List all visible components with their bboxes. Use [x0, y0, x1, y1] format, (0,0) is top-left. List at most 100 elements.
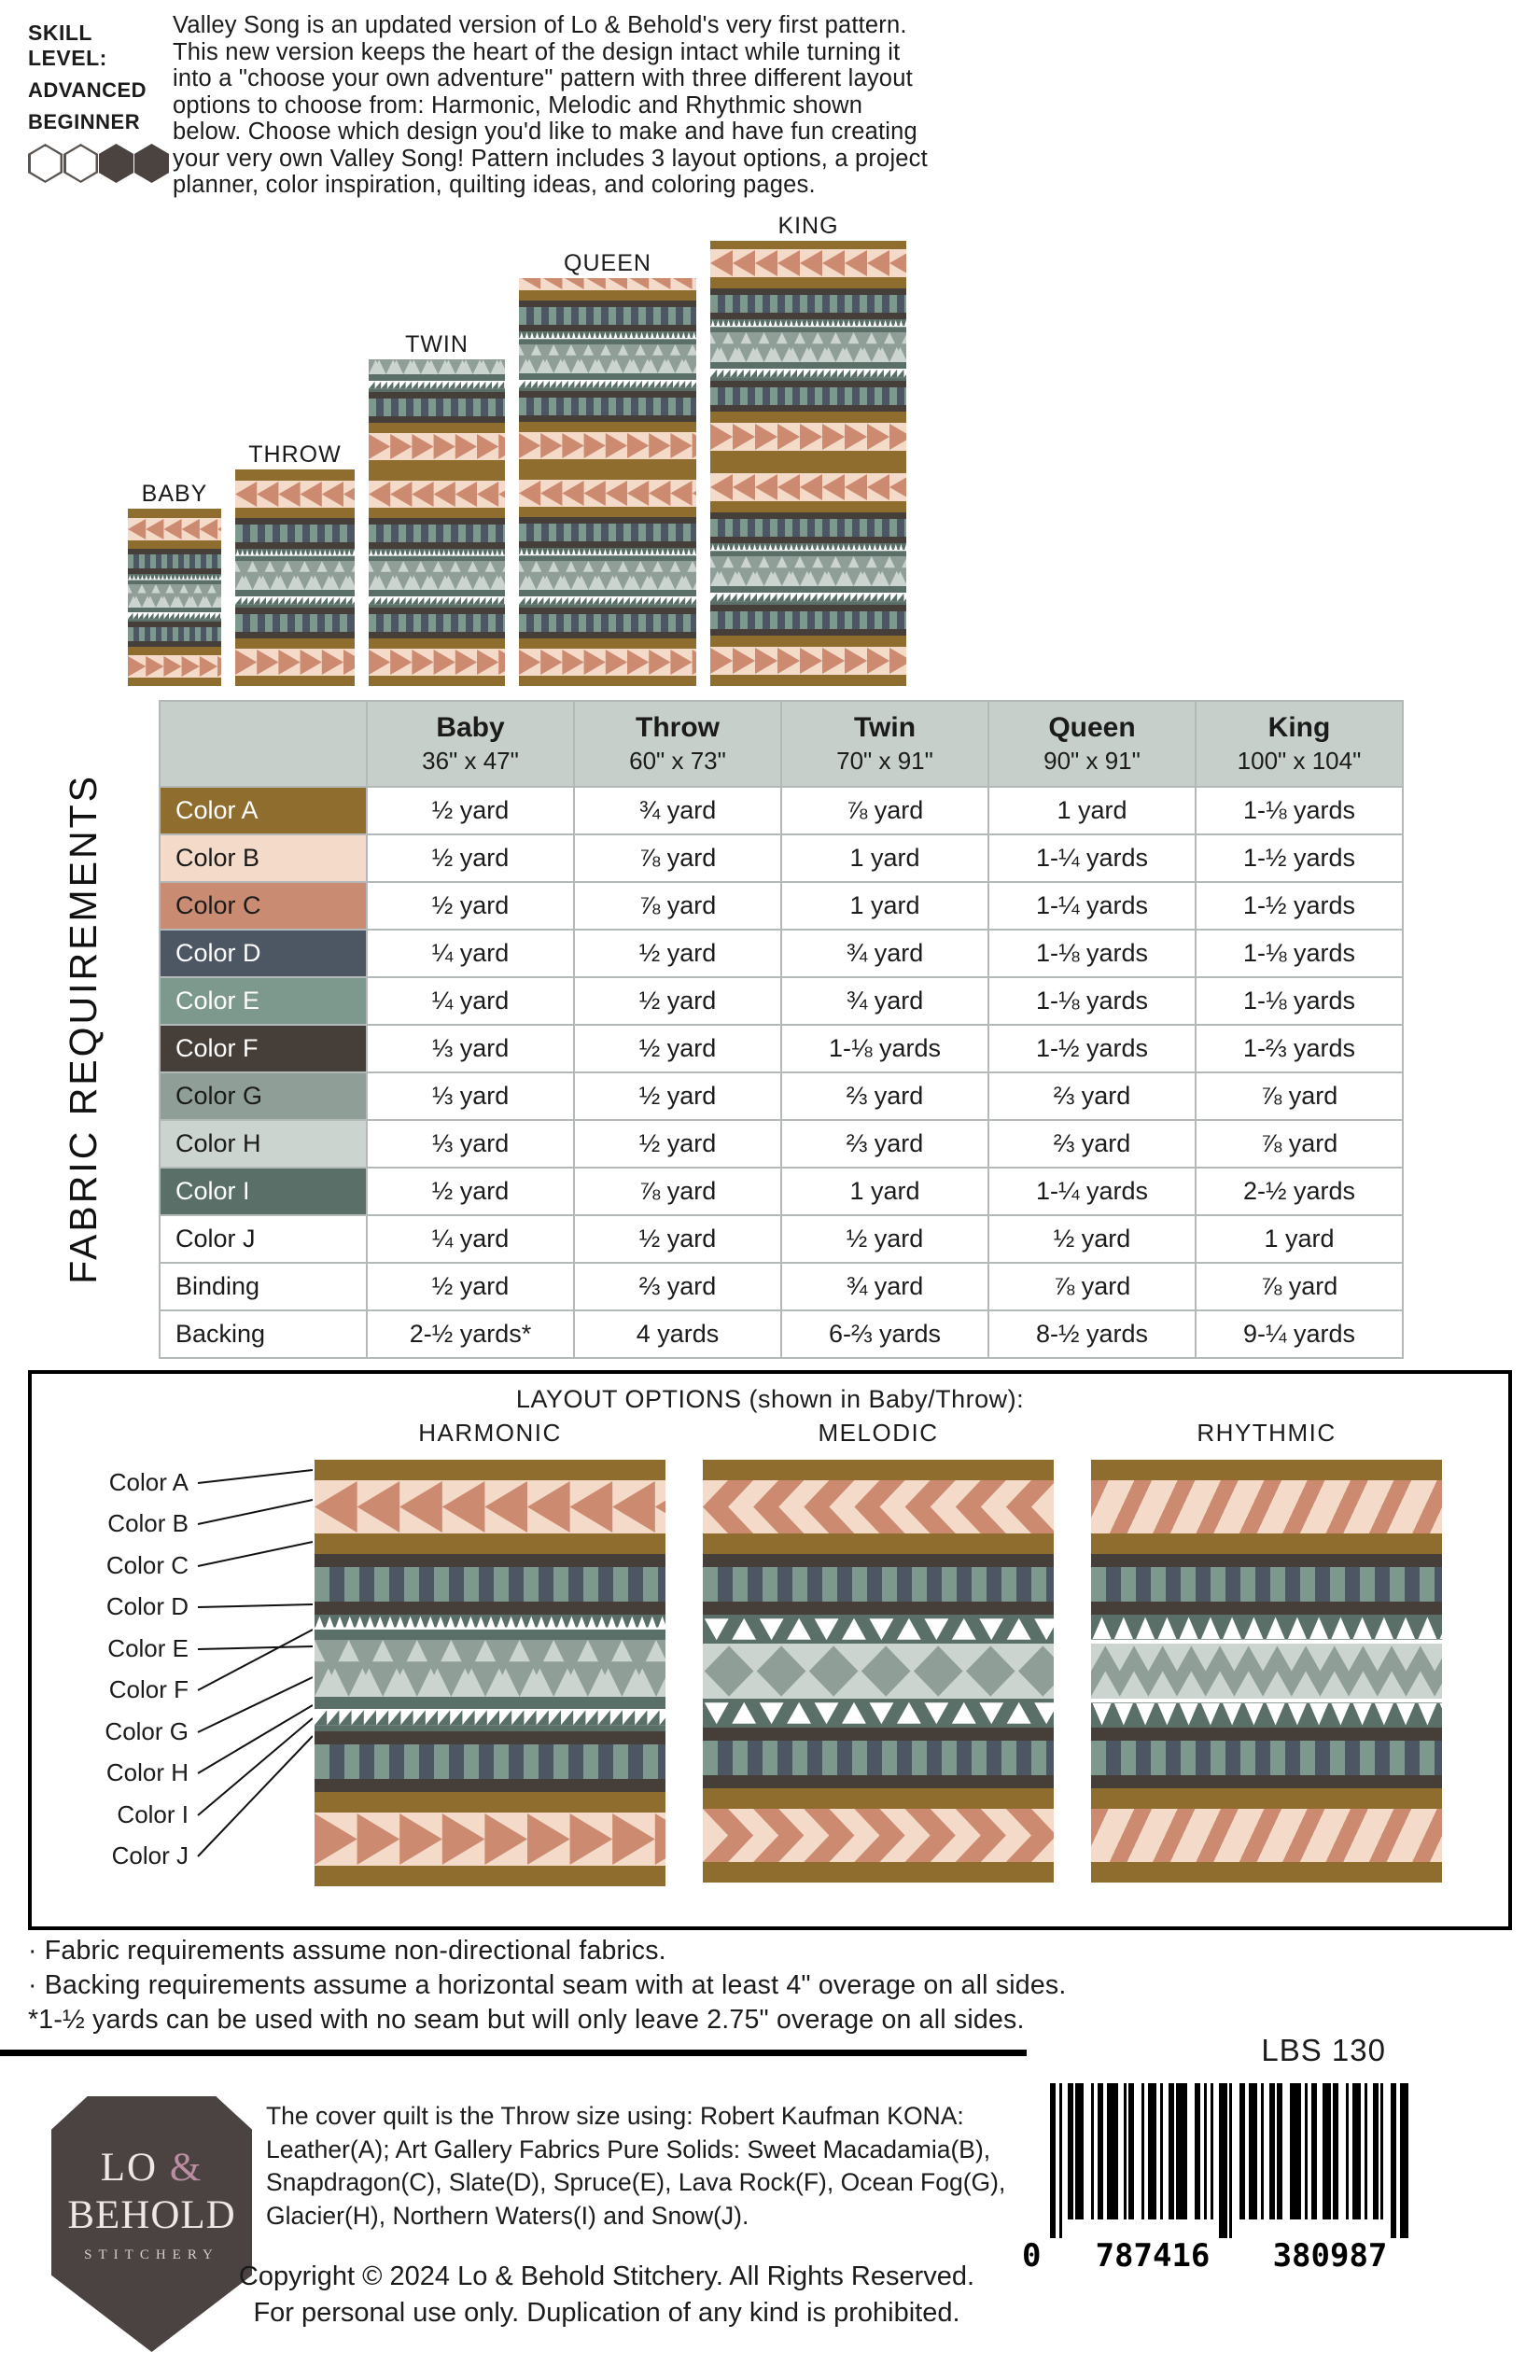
quilt-stripe-solid — [519, 373, 696, 380]
quilt-stripe-geese-left — [315, 1480, 665, 1533]
logo-ampersand: & — [169, 2146, 203, 2190]
yardage-cell: ¼ yard — [366, 1214, 575, 1264]
quilt-stripe-bars — [235, 614, 355, 632]
yardage-cell: 1-⅔ yards — [1195, 1024, 1404, 1073]
table-row: Backing 2-½ yards* 4 yards 6-⅔ yards 8-½ yar… — [159, 1309, 1404, 1359]
quilt-stripe-teeth — [710, 369, 906, 381]
quilt-stripe-geese-right — [315, 1813, 665, 1866]
quilt-stripe-solid — [235, 676, 355, 686]
column-header-baby: Baby 36" x 47" — [366, 700, 575, 788]
quilt-stripe-zigzag — [369, 561, 505, 590]
layout-quilt-melodic — [703, 1460, 1054, 1893]
quilt-stripe-solid — [519, 469, 696, 480]
quilt-stripe-geese-left — [710, 473, 906, 501]
quilt-stripe-solid — [128, 549, 221, 554]
row-label-swatch: Color D — [159, 929, 368, 978]
quilt-stripe-bars — [315, 1744, 665, 1779]
quilt-stripe-solid — [1091, 1533, 1442, 1554]
yardage-cell: ⅞ yard — [573, 1167, 782, 1216]
quilt-stripe-trigrid — [1091, 1644, 1442, 1699]
yardage-cell: ½ yard — [366, 833, 575, 883]
quilt-stripe-bars — [703, 1741, 1054, 1775]
quilt-stripe-geese-left — [519, 480, 696, 507]
quilt-stripe-tri-updown — [703, 1699, 1054, 1728]
quilt-stripe-bars — [235, 525, 355, 542]
yardage-cell: 2-½ yards* — [366, 1309, 575, 1359]
quilt-stripe-solid — [519, 301, 696, 307]
quilt-stripe-solid — [369, 608, 505, 614]
quilt-stripe-solid — [710, 586, 906, 593]
quilt-stripe-solid — [710, 462, 906, 473]
quilt-stripe-solid — [369, 416, 505, 423]
skill-hexagons — [28, 144, 173, 183]
yardage-cell: ½ yard — [366, 786, 575, 835]
quilt-stripe-solid — [519, 459, 696, 469]
hexagon-outline-icon — [63, 144, 98, 183]
yardage-cell: ½ yard — [780, 1214, 989, 1264]
quilt-stripe-solid — [703, 1862, 1054, 1883]
yardage-cell: 9-¼ yards — [1195, 1309, 1404, 1359]
table-row: Binding ½ yard ⅔ yard ¾ yard ⅞ yard ⅞ yard — [159, 1262, 1404, 1311]
quilt-stripe-geese-left — [369, 481, 505, 508]
quilt-stripe-solid — [235, 469, 355, 470]
row-label-swatch: Binding — [159, 1262, 368, 1311]
fabric-requirements-side-label: FABRIC REQUIREMENTS — [61, 773, 105, 1284]
yardage-cell: 6-⅔ yards — [780, 1309, 989, 1359]
row-label-swatch: Color A — [159, 786, 368, 835]
quilt-stripe-zigzag — [519, 561, 696, 590]
quilt-stripe-bars — [1091, 1567, 1442, 1602]
quilt-stripe-solid — [369, 542, 505, 549]
yardage-cell: ⅞ yard — [987, 1262, 1197, 1311]
quilt-stripe-tri-down — [1091, 1699, 1442, 1728]
color-label-connector-lines — [197, 1469, 313, 1857]
quilt-stripe-solid — [1091, 1460, 1442, 1480]
quilt-stripe-geese-right — [369, 649, 505, 676]
quilt-stripe-solid — [235, 518, 355, 525]
row-label-swatch: Color C — [159, 881, 368, 931]
quilt-stripe-teeth — [519, 596, 696, 608]
yardage-cell: 1-⅛ yards — [1195, 929, 1404, 978]
quilt-stripe-solid — [710, 501, 906, 512]
yardage-cell: ⅞ yard — [1195, 1119, 1404, 1169]
yardage-cell: 1-½ yards — [1195, 833, 1404, 883]
quilt-stripe-teeth — [710, 593, 906, 605]
yardage-cell: 4 yards — [573, 1309, 782, 1359]
quilt-stripe-solid — [235, 608, 355, 614]
quilt-stripe-tri-row-up — [128, 574, 221, 584]
quilt-stripe-bars — [1091, 1741, 1442, 1775]
logo-line3: STITCHERY — [84, 2247, 219, 2262]
yardage-cell: ½ yard — [366, 881, 575, 931]
yardage-cell: ⅓ yard — [366, 1119, 575, 1169]
yardage-cell: ⅞ yard — [573, 833, 782, 883]
quilt-stripe-solid — [519, 422, 696, 432]
quilt-stripe-bars — [710, 295, 906, 313]
quilt-stripe-solid — [703, 1728, 1054, 1741]
preview-quilt-throw — [235, 469, 355, 686]
layout-options-box: LAYOUT OPTIONS (shown in Baby/Throw): HA… — [28, 1370, 1512, 1930]
yardage-cell: 1 yard — [780, 1167, 989, 1216]
table-corner-cell — [159, 700, 368, 788]
quilt-stripe-chevron-right — [703, 1809, 1054, 1862]
yardage-cell: 1-⅛ yards — [1195, 976, 1404, 1026]
yardage-cell: ½ yard — [573, 1024, 782, 1073]
yardage-cell: ⅔ yard — [780, 1071, 989, 1121]
hexagon-filled-icon — [99, 144, 133, 183]
yardage-cell: 1 yard — [780, 833, 989, 883]
yardage-cell: 1-⅛ yards — [780, 1024, 989, 1073]
layout-name-harmonic: HARMONIC — [418, 1419, 562, 1447]
quilt-stripe-tri-row-up — [315, 1615, 665, 1640]
yardage-cell: 1-½ yards — [1195, 881, 1404, 931]
yardage-cell: ⅔ yard — [573, 1262, 782, 1311]
yardage-cell: 1 yard — [1195, 1214, 1404, 1264]
quilt-stripe-solid — [710, 313, 906, 319]
preview-label-king: KING — [777, 213, 839, 239]
quilt-stripe-solid — [235, 632, 355, 638]
quilt-stripe-solid — [315, 1602, 665, 1615]
quilt-stripe-zigzag — [369, 359, 505, 374]
layout-color-label-f: Color F — [108, 1675, 189, 1703]
